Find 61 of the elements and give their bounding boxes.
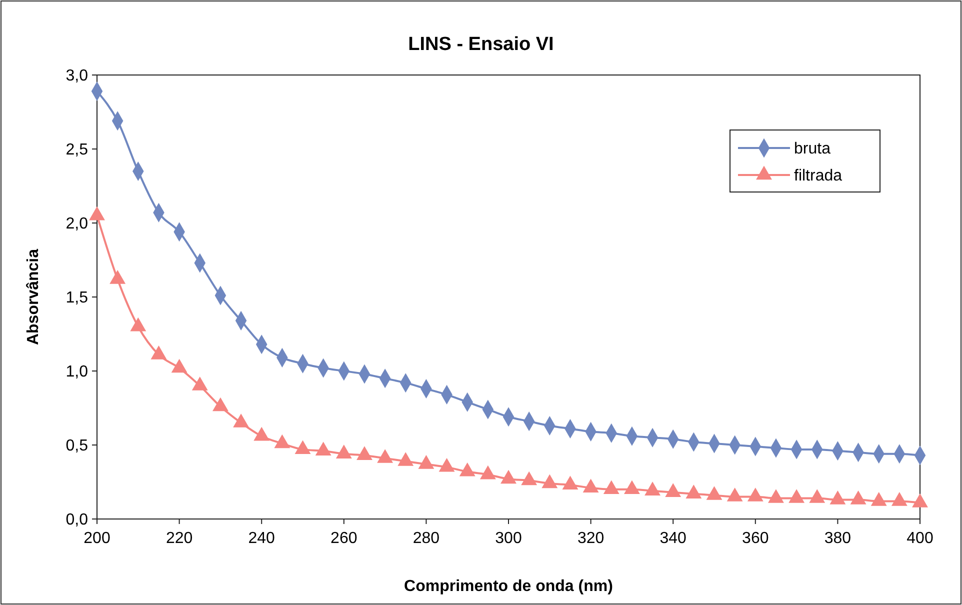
point	[665, 483, 682, 497]
point	[171, 358, 188, 373]
x-tick-label: 400	[906, 530, 934, 547]
point	[562, 476, 578, 490]
point	[891, 492, 908, 506]
point	[912, 494, 928, 508]
x-tick-label: 220	[166, 530, 193, 547]
point	[459, 462, 476, 476]
point	[870, 492, 887, 506]
point	[294, 440, 311, 454]
point	[356, 446, 372, 460]
legend-label: filtrada	[794, 168, 842, 185]
point	[192, 376, 208, 390]
point	[644, 482, 660, 496]
point	[150, 346, 167, 360]
point	[809, 489, 826, 503]
point	[315, 442, 332, 456]
x-tick-label: 300	[495, 530, 522, 547]
y-tick-label: 1,0	[66, 364, 88, 381]
point	[768, 489, 784, 503]
x-tick-label: 380	[824, 530, 852, 547]
point	[603, 480, 620, 494]
y-tick-label: 0,0	[66, 512, 88, 529]
point	[233, 414, 249, 428]
x-tick-label: 340	[660, 530, 687, 547]
y-tick-label: 2,0	[66, 216, 88, 233]
y-tick-label: 2,5	[66, 142, 88, 159]
x-tick-label: 280	[412, 530, 440, 547]
point	[624, 480, 640, 494]
point	[830, 490, 846, 504]
point	[438, 458, 455, 472]
point	[850, 490, 866, 504]
point	[398, 452, 414, 466]
x-tick-label: 260	[330, 530, 358, 547]
y-tick-label: 0,5	[66, 438, 88, 455]
point	[418, 455, 434, 469]
point	[582, 478, 599, 493]
point	[377, 449, 394, 463]
x-tick-label: 240	[248, 530, 276, 547]
y-tick-label: 1,5	[66, 290, 88, 307]
point	[542, 474, 558, 488]
y-axis-title: Absorvância	[25, 248, 42, 346]
point	[521, 471, 538, 486]
point	[274, 434, 290, 448]
point	[686, 484, 702, 498]
point	[336, 444, 352, 458]
y-tick-label: 3,0	[66, 68, 88, 85]
point	[254, 426, 270, 441]
x-tick-label: 200	[84, 530, 110, 547]
x-axis-title: Comprimento de onda (nm)	[404, 578, 613, 595]
legend-label: bruta	[794, 140, 831, 158]
chart-title: LINS - Ensaio VI	[408, 34, 554, 55]
point	[747, 488, 764, 502]
point	[788, 489, 805, 503]
x-tick-label: 360	[742, 530, 769, 547]
point	[706, 486, 722, 500]
point	[480, 465, 496, 480]
point	[726, 488, 743, 502]
point	[212, 397, 228, 412]
point	[500, 470, 516, 484]
x-tick-label: 320	[577, 530, 604, 547]
